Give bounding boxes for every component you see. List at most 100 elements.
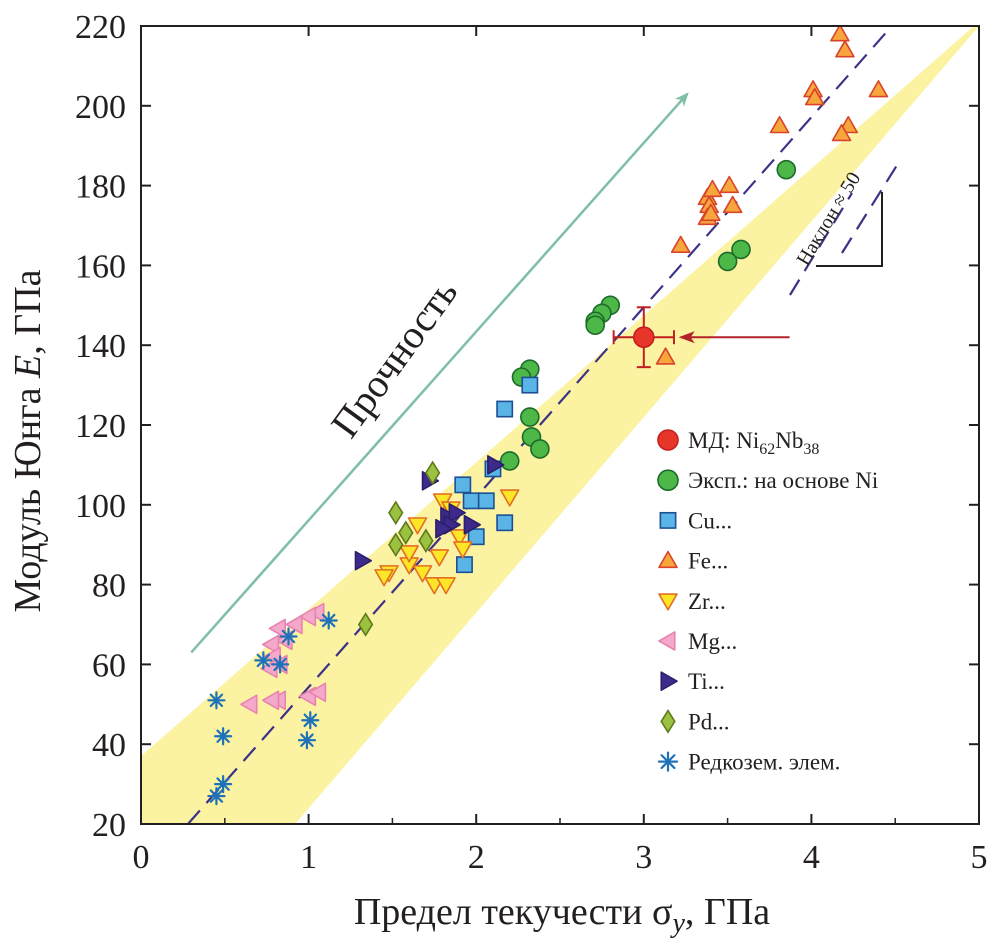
- data-point: [499, 451, 520, 471]
- legend-label: Mg...: [688, 629, 737, 654]
- data-point: [418, 528, 434, 554]
- y-tick-label: 100: [75, 488, 126, 525]
- data-point: [487, 455, 505, 475]
- data-point: [655, 347, 676, 365]
- legend-label: Ti...: [688, 669, 725, 694]
- series-triangle-up: [655, 26, 889, 365]
- data-point: [297, 731, 317, 750]
- data-point: [407, 517, 428, 535]
- legend-marker: [660, 671, 678, 692]
- legend-label: Редкозем. элем.: [688, 750, 840, 775]
- slope-line-bottom: [789, 192, 853, 296]
- legend-item: Cu...: [659, 508, 732, 533]
- data-point: [240, 694, 258, 715]
- data-point: [436, 577, 456, 595]
- data-point: [456, 556, 473, 574]
- y-tick-label: 20: [92, 807, 126, 844]
- data-point: [452, 541, 473, 559]
- legend-marker: [658, 631, 676, 651]
- y-tick-label: 80: [92, 568, 126, 605]
- legend-label: Pd...: [688, 709, 730, 734]
- legend-label-sub: 62: [759, 441, 775, 458]
- legend-marker: [659, 511, 677, 529]
- data-point: [214, 727, 233, 746]
- data-point: [301, 711, 320, 730]
- data-point: [388, 532, 404, 558]
- series-circle: [499, 159, 797, 471]
- x-axis-title-sub: y: [669, 908, 685, 939]
- series-triangle-down: [374, 489, 520, 595]
- data-point: [398, 520, 414, 546]
- legend-marker: [657, 751, 679, 772]
- data-point: [462, 492, 480, 510]
- data-point: [268, 618, 286, 639]
- data-point: [399, 545, 419, 563]
- strength-arrow: [190, 92, 689, 654]
- data-point: [467, 528, 485, 546]
- data-point: [374, 569, 394, 587]
- series-triangle-right: [354, 455, 505, 571]
- data-point: [429, 549, 450, 567]
- legend-item: Mg...: [658, 629, 737, 654]
- data-point: [835, 40, 855, 58]
- data-point: [308, 682, 327, 703]
- data-point: [261, 634, 280, 655]
- legend: МД: Ni62Nb38 Эксп.: на основе Ni Cu... Fe..…: [657, 428, 878, 775]
- legend-item: Zr...: [658, 589, 726, 614]
- y-tick-label: 140: [75, 328, 126, 365]
- y-axis: 20 40 60 80 100 120 140 160 180 200 220: [75, 9, 979, 844]
- legend-marker: [657, 429, 679, 451]
- data-point: [831, 123, 852, 142]
- data-point: [435, 518, 453, 539]
- data-point: [496, 400, 514, 418]
- data-point: [670, 235, 691, 253]
- x-tick-label: 2: [468, 839, 485, 876]
- data-point: [424, 460, 441, 486]
- data-point: [207, 691, 226, 710]
- x-tick-label: 1: [300, 839, 317, 876]
- strength-label: Прочность: [322, 270, 466, 445]
- legend-item: Ti...: [660, 669, 725, 694]
- legend-item: Fe...: [658, 549, 728, 574]
- data-point: [271, 655, 290, 674]
- data-point: [731, 239, 751, 260]
- data-point: [207, 786, 226, 806]
- data-point: [499, 489, 520, 507]
- legend-label: Эксп.: на основе Ni: [688, 468, 878, 493]
- data-point: [261, 690, 280, 711]
- data-point: [722, 195, 743, 214]
- data-point: [717, 251, 738, 272]
- legend-marker: [658, 593, 678, 611]
- data-point: [702, 179, 723, 198]
- data-point: [298, 606, 317, 627]
- y-tick-label: 160: [75, 248, 126, 285]
- data-point: [388, 500, 404, 526]
- y-tick-label: 60: [92, 647, 126, 684]
- legend-item: Эксп.: на основе Ni: [657, 468, 878, 493]
- data-point: [804, 88, 825, 106]
- data-point: [214, 774, 233, 794]
- data-point: [776, 159, 797, 180]
- x-axis-title: Предел текучести σy, ГПа: [354, 891, 770, 939]
- data-point: [254, 651, 273, 670]
- x-tick-label: 4: [803, 839, 820, 876]
- y-tick-label: 220: [75, 9, 126, 46]
- legend-label-part: МД: Ni: [688, 428, 759, 453]
- data-point: [354, 550, 373, 571]
- legend-marker: [657, 469, 679, 492]
- legend-label: Fe...: [688, 549, 728, 574]
- slope-bracket: [816, 192, 883, 267]
- y-tick-label: 180: [75, 169, 126, 206]
- x-axis: 0 1 2 3 4 5: [133, 26, 988, 876]
- series-diamond: [357, 460, 441, 637]
- y-axis-title-unit: , ГПа: [7, 269, 49, 354]
- legend-marker: [658, 550, 678, 569]
- y-axis-title-var: E: [7, 355, 49, 379]
- legend-item: Pd...: [660, 709, 730, 734]
- legend-item: Редкозем. элем.: [657, 750, 840, 775]
- x-axis-title-main: Предел текучести σ: [354, 891, 673, 933]
- data-point: [477, 492, 495, 510]
- legend-item: МД: Ni62Nb38: [657, 428, 819, 458]
- data-point: [319, 611, 338, 630]
- y-axis-title: Модуль Юнга E, ГПа: [7, 269, 49, 612]
